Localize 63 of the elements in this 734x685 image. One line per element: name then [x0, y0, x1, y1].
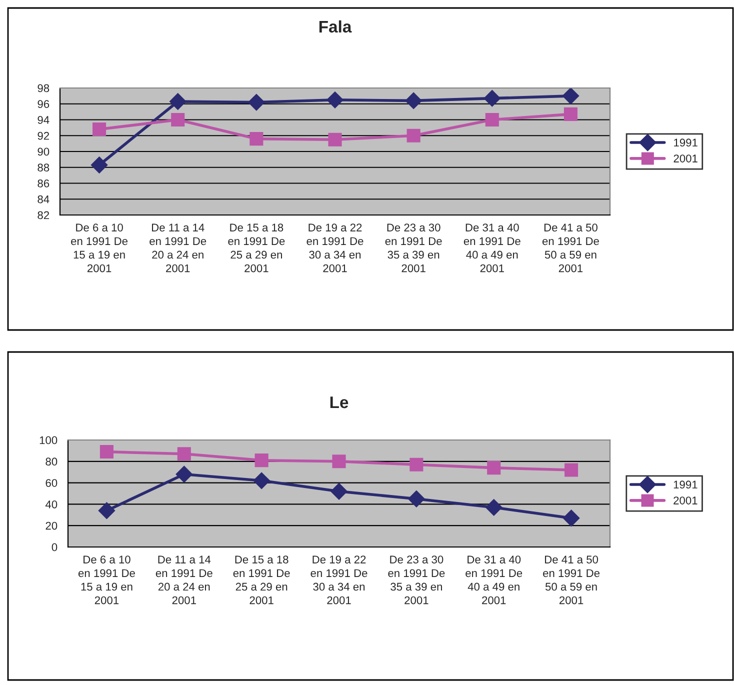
point [254, 454, 268, 468]
x-tick-label: De 41 a 50 en 1991 De 50 a 59 en 2001 [543, 556, 600, 604]
legend-label: 2001 [674, 154, 698, 162]
x-tick-label: De 19 a 22 en 1991 De 30 a 34 en 2001 [306, 224, 364, 272]
point [176, 466, 193, 483]
y-tick-label: 40 [45, 500, 58, 508]
x-tick-label: De 15 a 18 en 1991 De 25 a 29 en 2001 [228, 224, 285, 272]
point [326, 92, 344, 108]
y-tick-label: 80 [46, 458, 58, 466]
point [98, 502, 116, 519]
point [484, 90, 501, 107]
y-tick-label: 86 [38, 180, 50, 188]
point [485, 112, 499, 127]
legend-label: 1991 [674, 138, 698, 147]
y-tick-label: 92 [38, 132, 50, 140]
x-tick-label: De 6 a 10 en 1991 De 15 a 19 en 2001 [78, 556, 135, 604]
x-tick-label: De 41 a 50 en 1991 De 50 a 59 en 2001 [542, 224, 599, 272]
point [171, 112, 185, 127]
x-tick-label: De 11 a 14 en 1991 De 20 a 24 en 2001 [156, 556, 212, 604]
point [100, 445, 114, 459]
y-tick-label: 100 [40, 436, 58, 444]
point [248, 94, 265, 111]
point [406, 128, 420, 142]
point [405, 92, 422, 110]
point [330, 482, 348, 500]
x-tick-label: De 23 a 30 en 1991 De 35 a 39 en 2001 [388, 556, 445, 604]
chart-title: Le [330, 396, 348, 408]
point [169, 93, 186, 110]
y-tick-label: 84 [38, 195, 50, 204]
y-tick-label: 20 [46, 522, 58, 530]
legend-label: 2001 [674, 496, 698, 504]
point [562, 510, 580, 526]
y-tick-label: 60 [46, 479, 58, 487]
x-tick-label: De 6 a 10 en 1991 De 15 a 19 en 2001 [71, 224, 128, 272]
point [328, 132, 342, 146]
y-tick-label: 96 [38, 100, 50, 108]
point [332, 454, 346, 468]
point [410, 458, 424, 472]
point [485, 499, 502, 516]
point [253, 472, 270, 490]
y-tick-label: 88 [38, 164, 50, 172]
chart-title: Fala [319, 20, 352, 33]
point [90, 156, 108, 174]
y-tick-label: 82 [38, 211, 50, 220]
y-tick-label: 90 [38, 148, 50, 156]
point [250, 132, 264, 146]
y-tick-label: 98 [38, 84, 50, 92]
point [177, 447, 191, 461]
y-tick-label: 94 [38, 116, 50, 124]
point [408, 490, 425, 508]
x-tick-label: De 23 a 30 en 1991 De 35 a 39 en 2001 [385, 224, 442, 272]
point [92, 122, 106, 136]
x-tick-label: De 15 a 18 en 1991 De 25 a 29 en 2001 [233, 556, 290, 604]
point [487, 461, 501, 475]
point [564, 463, 578, 477]
point [564, 107, 578, 121]
x-tick-label: De 11 a 14 en 1991 De 20 a 24 en 2001 [150, 224, 206, 272]
point [562, 88, 580, 104]
x-tick-label: De 19 a 22 en 1991 De 30 a 34 en 2001 [310, 556, 368, 604]
legend-label: 1991 [674, 480, 698, 489]
x-tick-label: De 31 a 40 en 1991 De 40 a 49 en 2001 [466, 556, 522, 604]
x-tick-label: De 31 a 40 en 1991 De 40 a 49 en 2001 [464, 224, 520, 272]
y-tick-label: 0 [52, 543, 58, 552]
